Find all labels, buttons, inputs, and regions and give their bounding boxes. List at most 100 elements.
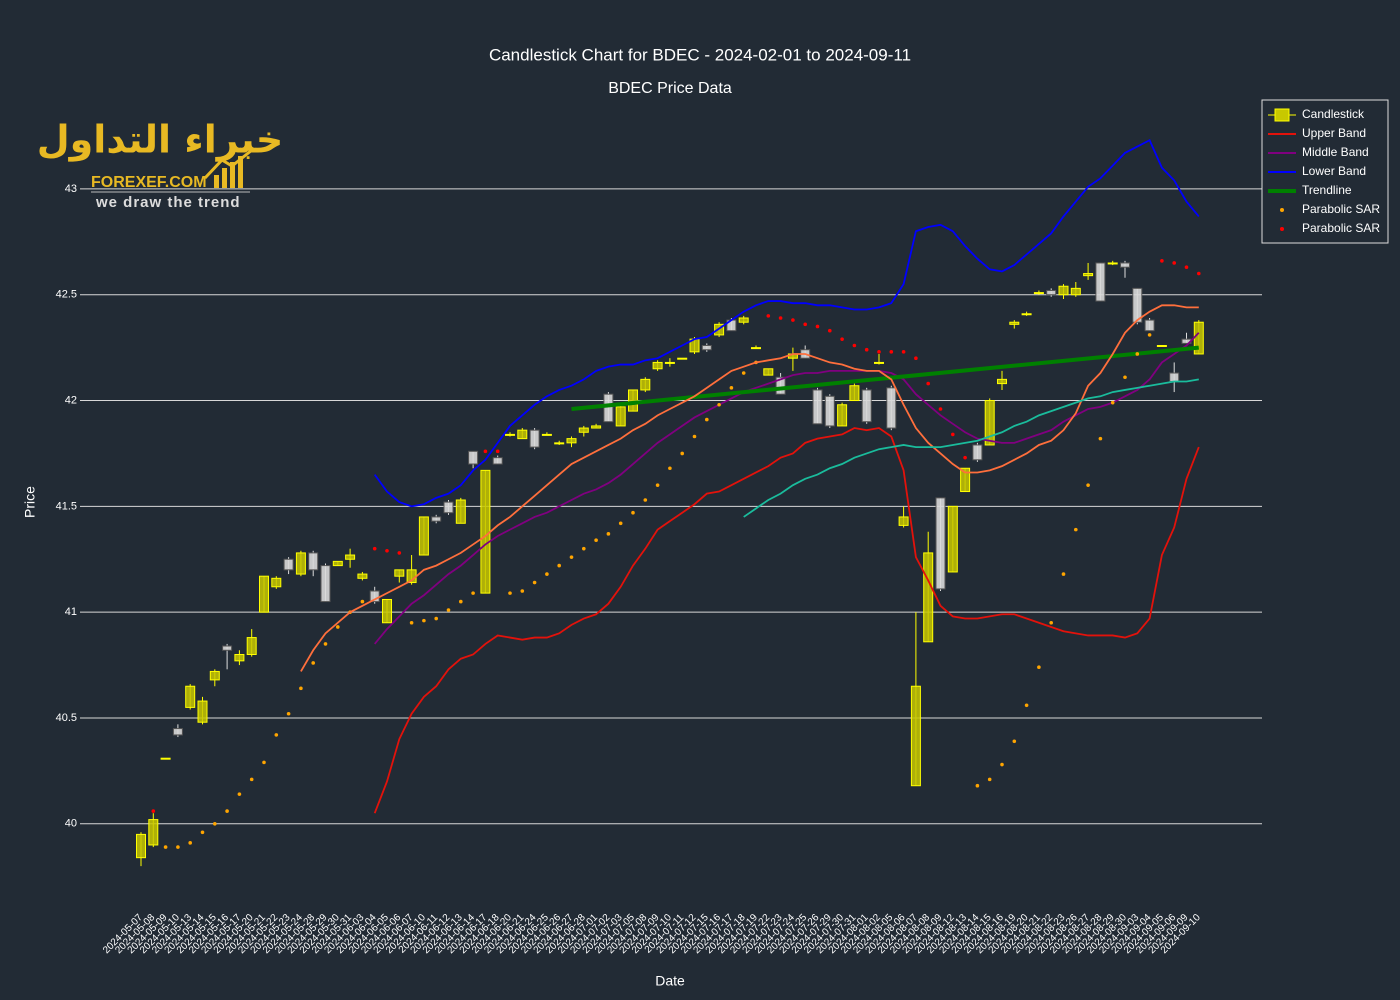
- candle-body: [751, 347, 761, 350]
- logo: خبراء التداول FOREXEF.COM we draw the tr…: [37, 118, 284, 211]
- sar-dot: [975, 783, 980, 788]
- candle-body: [320, 565, 331, 603]
- y-tick-label: 41: [65, 606, 77, 618]
- sar-dot: [495, 449, 500, 454]
- candle-body: [677, 357, 688, 360]
- y-tick-label: 40.5: [56, 712, 77, 724]
- sar-dot: [791, 318, 795, 322]
- candle-body: [480, 469, 491, 594]
- sar-dot: [446, 608, 451, 612]
- candle-body: [246, 637, 257, 655]
- candle-body: [947, 505, 958, 573]
- candle-body: [492, 457, 503, 465]
- sar-dot: [766, 314, 771, 318]
- candle-body: [615, 406, 626, 427]
- sar-dot: [372, 546, 377, 551]
- legend-label: Lower Band: [1302, 164, 1366, 178]
- sar-dot: [717, 402, 721, 407]
- sar-dot: [459, 599, 463, 604]
- sar-dot: [901, 350, 906, 354]
- sar-dot: [1024, 703, 1029, 708]
- candle-body: [222, 645, 233, 651]
- candle-body: [185, 685, 196, 708]
- sar-dot: [1086, 483, 1090, 487]
- sar-dot: [828, 328, 832, 333]
- legend-swatch: [1274, 108, 1290, 122]
- sar-dot: [483, 449, 488, 454]
- line-series: [373, 427, 1200, 814]
- sar-dot: [631, 510, 635, 515]
- sar-dot: [434, 616, 439, 621]
- sar-dot: [815, 324, 820, 329]
- sar-dot: [274, 733, 279, 737]
- sar-dot: [655, 483, 660, 487]
- sar-dot: [1160, 259, 1164, 263]
- candle-body: [652, 361, 663, 370]
- sar-dot: [360, 599, 365, 604]
- candle-body: [443, 501, 454, 514]
- logo-name: FOREXEF.COM: [91, 174, 207, 191]
- sar-dot: [213, 822, 217, 826]
- candle-body: [775, 376, 786, 395]
- candle-body: [972, 444, 983, 461]
- candle-body: [197, 700, 208, 723]
- sar-dot: [262, 760, 266, 765]
- sar-dot: [1012, 739, 1017, 744]
- sar-dot: [1184, 265, 1189, 269]
- candle-body: [1046, 289, 1057, 296]
- candle-body: [1144, 319, 1155, 332]
- sar-dot: [1147, 333, 1152, 337]
- sar-dot: [299, 686, 303, 691]
- candle-body: [1058, 285, 1069, 296]
- sar-dot: [249, 777, 254, 782]
- candle-body: [664, 361, 675, 364]
- candle-body: [1120, 262, 1130, 268]
- sar-dot: [545, 572, 549, 576]
- logo-bar: [238, 156, 243, 188]
- sar-dot: [557, 563, 561, 568]
- candle-body: [1107, 262, 1118, 265]
- candle-body: [418, 516, 429, 556]
- chart-subtitle: BDEC Price Data: [608, 80, 732, 97]
- logo-bar: [214, 175, 219, 188]
- sar-dot: [963, 455, 967, 460]
- candle-body: [1021, 313, 1032, 316]
- logo-tagline: we draw the trend: [95, 194, 241, 211]
- candle-body: [849, 385, 860, 402]
- candle-body: [701, 345, 712, 351]
- candle-body: [172, 728, 183, 736]
- y-tick-label: 40: [65, 818, 77, 830]
- line-series: [743, 378, 1199, 518]
- sar-dot: [668, 466, 672, 471]
- candle-body: [603, 393, 614, 423]
- y-axis-title: Price: [22, 486, 38, 518]
- candle-body: [812, 389, 823, 425]
- candle-body: [382, 598, 392, 624]
- sar-dot: [508, 591, 512, 595]
- sar-dot: [606, 532, 611, 536]
- candle-body: [1132, 287, 1143, 323]
- sar-dot: [778, 316, 783, 320]
- candle-body: [1095, 262, 1106, 302]
- candle-body: [935, 497, 946, 590]
- sar-dot: [1135, 352, 1140, 356]
- sar-dot: [471, 591, 475, 595]
- sar-dot: [582, 546, 586, 551]
- candle-body: [923, 552, 934, 643]
- candle-body: [997, 378, 1007, 385]
- candle-body: [738, 317, 749, 323]
- sar-dot: [311, 661, 316, 665]
- candle-body: [1083, 273, 1094, 277]
- sar-dot: [1098, 436, 1103, 441]
- candle-body: [566, 438, 577, 444]
- sar-dot: [852, 343, 857, 348]
- candle-body: [824, 395, 835, 427]
- candle-body: [357, 573, 368, 579]
- chart-title: Candlestick Chart for BDEC - 2024-02-01 …: [489, 45, 911, 64]
- sar-dot: [237, 792, 242, 796]
- candle-body: [332, 560, 343, 567]
- candle-body: [861, 389, 872, 423]
- sar-dot: [286, 711, 291, 716]
